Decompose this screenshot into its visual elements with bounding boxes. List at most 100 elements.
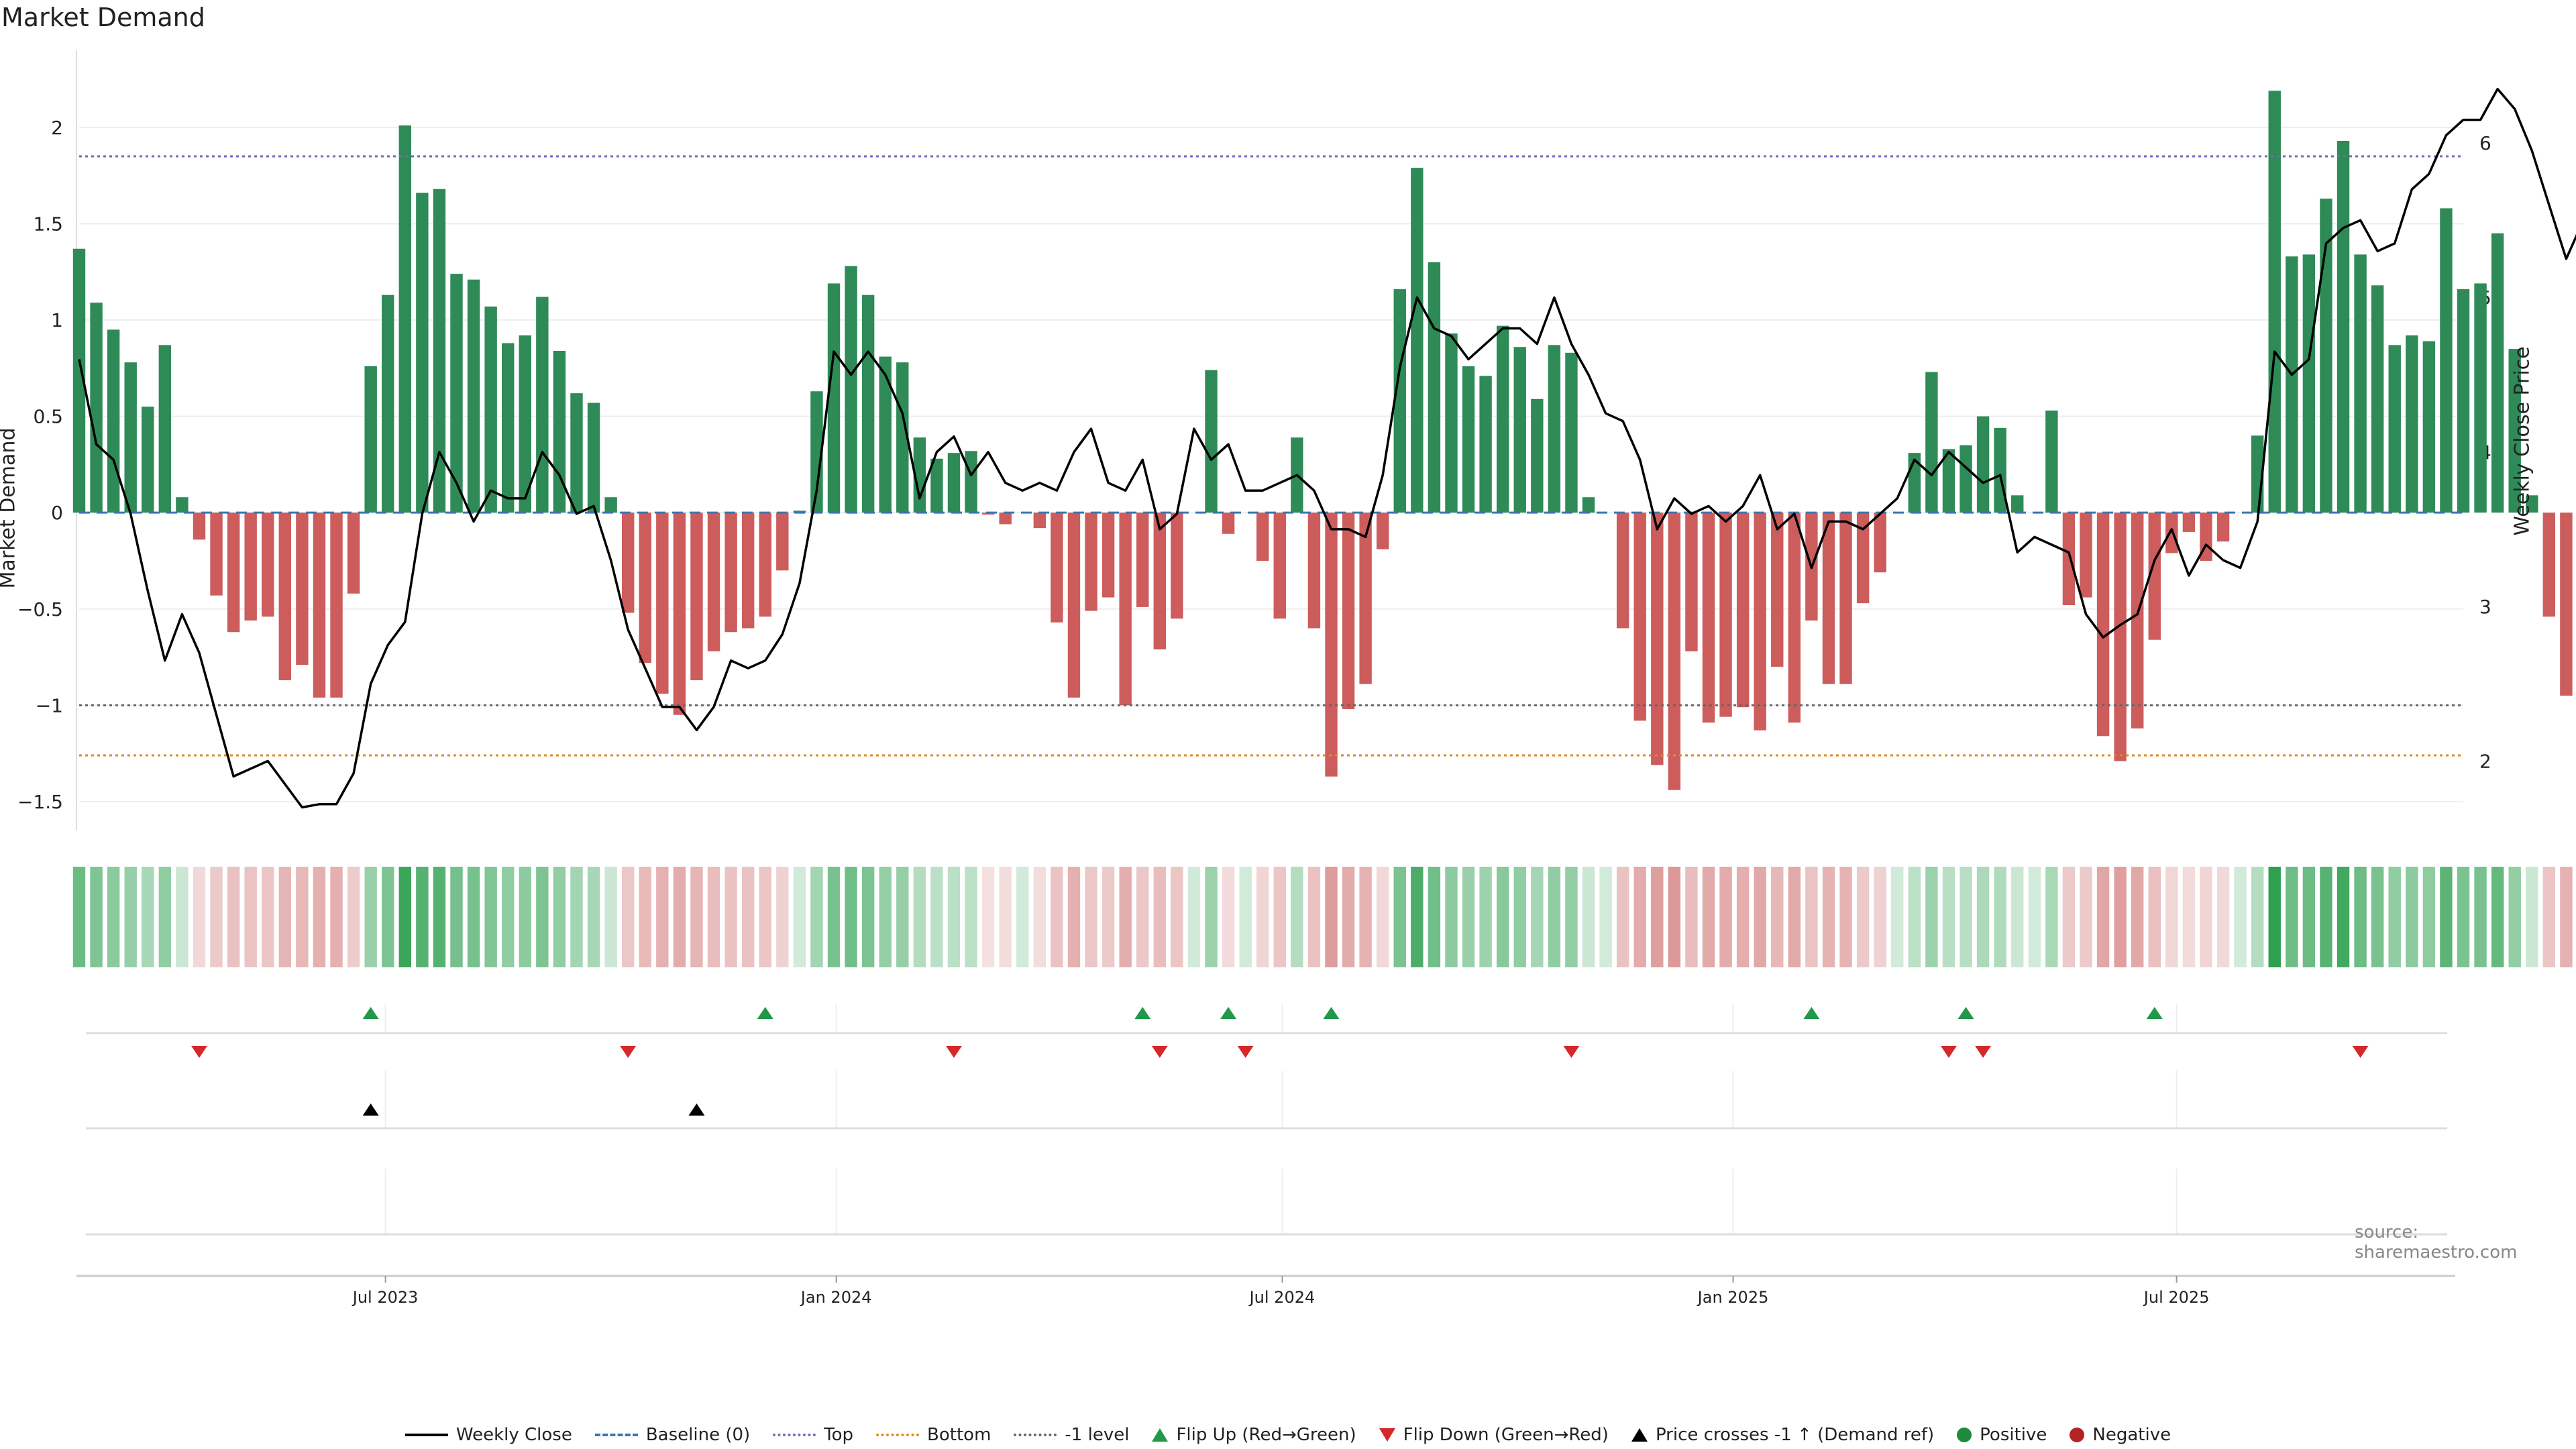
demand-bar [227, 513, 240, 633]
demand-bar [296, 513, 309, 665]
demand-bar [313, 513, 326, 698]
heat-cell [690, 867, 703, 967]
demand-bar [1136, 513, 1149, 607]
x-tick-label: Jan 2025 [1697, 1288, 1769, 1307]
heat-cell [1222, 867, 1235, 967]
demand-bar [364, 366, 377, 513]
demand-bar [999, 513, 1012, 525]
heat-cell [2286, 867, 2298, 967]
heat-cell [1548, 867, 1561, 967]
heat-cell [1685, 867, 1698, 967]
demand-bar [741, 513, 755, 629]
heat-cell [1428, 867, 1441, 967]
heat-cell [2251, 867, 2264, 967]
price-cross-marker [362, 1104, 379, 1116]
demand-bar [724, 513, 737, 633]
flip-up-marker [757, 1007, 773, 1019]
legend-label: Positive [1980, 1425, 2047, 1445]
legend-label: Top [824, 1425, 854, 1445]
heat-cell [1960, 867, 1972, 967]
heat-cell [1307, 867, 1321, 967]
legend-weekly-close: Weekly Close [405, 1425, 572, 1445]
y2-tick-label: 2 [2479, 750, 2491, 772]
weekly-close-line [78, 87, 2576, 809]
heat-cell [364, 867, 377, 967]
legend-label: Price crosses -1 ↑ (Demand ref) [1655, 1425, 1935, 1445]
line-solid-icon [405, 1434, 448, 1436]
heat-cell [467, 867, 480, 967]
demand-bar [639, 513, 651, 663]
heat-cell [416, 867, 429, 967]
heat-cell [2337, 867, 2350, 967]
heat-cell [1273, 867, 1286, 967]
heat-cell [656, 867, 669, 967]
heat-cell [176, 867, 189, 967]
demand-bar [1531, 398, 1544, 513]
heat-cell [1976, 867, 1990, 967]
demand-bar [1839, 513, 1852, 684]
demand-bar [1428, 262, 1441, 513]
demand-bar [2560, 513, 2573, 696]
demand-bar [1633, 513, 1646, 721]
demand-bar [1359, 513, 1372, 684]
demand-bar [1788, 513, 1801, 723]
heat-cell [1376, 867, 1389, 967]
y-axis-label-left: Market Demand [0, 427, 20, 589]
heat-cell [896, 867, 909, 967]
heat-cell [2388, 867, 2401, 967]
source-label: source: sharemaestro.com [2355, 1222, 2518, 1263]
heat-cell [1256, 867, 1269, 967]
legend-flip-up: Flip Up (Red→Green) [1152, 1425, 1356, 1445]
heat-cell [1719, 867, 1732, 967]
flip-down-marker [1563, 1046, 1580, 1058]
heat-cell [1187, 867, 1201, 967]
heat-cell [2131, 867, 2144, 967]
heat-cell [2028, 867, 2041, 967]
demand-bar [2320, 199, 2332, 513]
demand-bar [2131, 513, 2144, 729]
heat-cell [776, 867, 789, 967]
demand-bar [2216, 513, 2230, 542]
heat-cell [502, 867, 515, 967]
heat-cell [450, 867, 463, 967]
demand-bar [2422, 341, 2436, 513]
heat-cell [2182, 867, 2196, 967]
demand-bar [1702, 513, 1715, 723]
heat-cell [587, 867, 600, 967]
demand-bar [2080, 513, 2092, 598]
demand-bar [398, 125, 412, 513]
x-tick-label: Jul 2023 [352, 1288, 419, 1307]
y-tick-label: 2 [51, 117, 63, 139]
heat-cell [1393, 867, 1406, 967]
line-dashed-icon [594, 1434, 638, 1436]
heat-cell [72, 867, 86, 967]
demand-bar [176, 497, 189, 513]
heat-cell [1805, 867, 1818, 967]
heat-cell [1051, 867, 1063, 967]
demand-bar [2388, 345, 2401, 513]
y-tick-label: −0.5 [17, 598, 63, 621]
heat-cell [2045, 867, 2058, 967]
demand-bar [416, 193, 429, 513]
heat-cell [2062, 867, 2076, 967]
heat-cell [1942, 867, 1955, 967]
heat-cell [965, 867, 977, 967]
heat-cell [2320, 867, 2332, 967]
demand-bar [502, 343, 515, 513]
demand-bar [656, 513, 669, 694]
demand-bar [553, 350, 566, 513]
heat-cell [278, 867, 292, 967]
demand-bar [1067, 513, 1081, 698]
heat-cell [759, 867, 771, 967]
heat-cell [1462, 867, 1475, 967]
heat-cell [1771, 867, 1784, 967]
legend-label: Weekly Close [455, 1425, 572, 1445]
y2-tick-label: 3 [2479, 596, 2491, 618]
heat-cell [382, 867, 394, 967]
demand-bar [278, 513, 292, 681]
demand-bar [1856, 513, 1870, 604]
heat-cell [1411, 867, 1424, 967]
legend-flip-down: Flip Down (Green→Red) [1379, 1425, 1609, 1445]
heat-cell [2080, 867, 2092, 967]
heat-cell [227, 867, 240, 967]
